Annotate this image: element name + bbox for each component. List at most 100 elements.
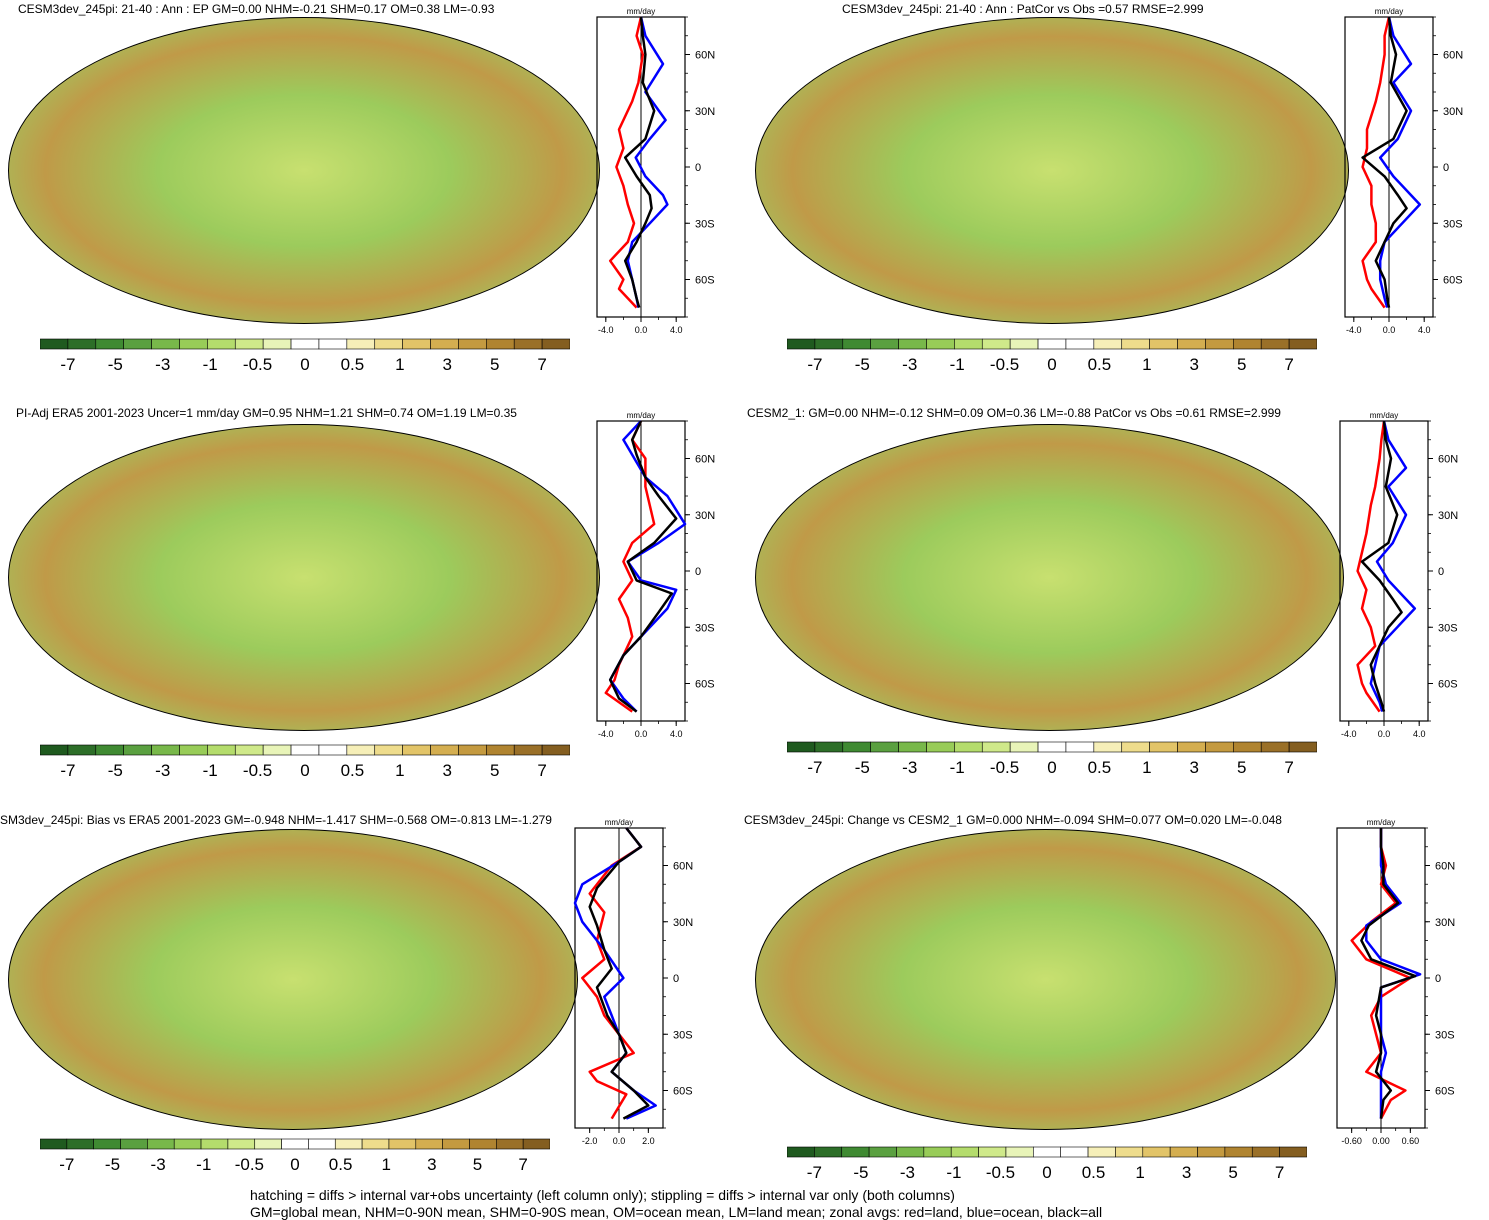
panel-title-1: CESM3dev_245pi: 21-40 : Ann : EP GM=0.00… — [18, 2, 495, 16]
colorbar-swatch — [458, 744, 487, 756]
colorbar-label: -1 — [950, 355, 965, 374]
colorbar-6: -7 -5 -3 -1 -0.5 0 0.5 1 3 5 7 — [787, 1146, 1307, 1182]
colorbar-label: -1 — [950, 758, 965, 777]
colorbar-swatch — [254, 1138, 282, 1150]
colorbar-swatch — [978, 1146, 1007, 1158]
zonal-unit-label: mm/day — [1370, 411, 1398, 420]
map-panel-2 — [755, 17, 1349, 324]
zonal-x-label: -0.60 — [1341, 1136, 1362, 1146]
colorbar-swatch — [1093, 338, 1123, 350]
colorbar-label: -7 — [60, 355, 75, 374]
colorbar-swatch — [95, 338, 124, 350]
zonal-lat-label: 30N — [695, 106, 715, 118]
colorbar-swatch — [522, 1138, 550, 1150]
colorbar-swatch — [207, 744, 236, 756]
colorbar-swatch — [541, 338, 570, 350]
colorbar-label: 0 — [1042, 1163, 1051, 1182]
colorbar-swatch — [981, 741, 1011, 753]
zonal-lat-label: 60S — [673, 1086, 693, 1098]
zonal-line-land — [1356, 420, 1386, 713]
colorbar-swatch — [1037, 741, 1067, 753]
colorbar-swatch — [234, 744, 264, 756]
colorbar-label: 7 — [1284, 758, 1293, 777]
colorbar-swatch — [334, 1138, 363, 1150]
colorbar-swatch — [1065, 741, 1095, 753]
zonal-line-land — [608, 16, 645, 309]
footer-line-1: hatching = diffs > internal var+obs unce… — [250, 1187, 955, 1203]
colorbar-label: 5 — [473, 1155, 482, 1174]
colorbar-swatch — [234, 338, 264, 350]
colorbar-swatch — [1205, 741, 1234, 753]
colorbar-swatch — [227, 1138, 256, 1150]
colorbar-swatch — [123, 744, 152, 756]
zonal-x-label: 4.0 — [1413, 729, 1426, 739]
zonal-lat-label: 30N — [1443, 106, 1463, 118]
colorbar-swatch — [346, 338, 376, 350]
panel-title-6: CESM3dev_245pi: Change vs CESM2_1 GM=0.0… — [744, 813, 1282, 827]
colorbar-swatch — [1009, 338, 1039, 350]
zonal-lat-label: 60N — [1438, 454, 1458, 466]
colorbar-swatch — [1169, 1146, 1198, 1158]
colorbar-swatch — [1288, 338, 1317, 350]
colorbar-label: -7 — [60, 761, 75, 780]
colorbar-swatch — [346, 744, 376, 756]
colorbar-swatch — [40, 744, 69, 756]
colorbar-label: -5 — [108, 355, 123, 374]
colorbar-swatch — [1009, 741, 1039, 753]
colorbar-label: 7 — [537, 761, 546, 780]
zonal-lat-label: 30S — [695, 622, 715, 634]
zonal-lat-label: 60S — [1435, 1086, 1455, 1098]
map-panel-5 — [8, 829, 578, 1130]
colorbar-swatch — [954, 338, 983, 350]
colorbar-label: -0.5 — [990, 355, 1019, 374]
colorbar-swatch — [1205, 338, 1234, 350]
zonal-x-label: -4.0 — [598, 729, 614, 739]
colorbar-swatch — [513, 744, 543, 756]
colorbar-label: 5 — [490, 761, 499, 780]
zonal-unit-label: mm/day — [605, 818, 633, 827]
colorbar-swatch — [486, 338, 515, 350]
colorbar-swatch — [1005, 1146, 1034, 1158]
colorbar-swatch — [1177, 741, 1206, 753]
colorbar-label: 5 — [1228, 1163, 1237, 1182]
colorbar-label: -3 — [151, 1155, 166, 1174]
colorbar-swatch — [787, 338, 816, 350]
zonal-x-label: 4.0 — [1418, 325, 1431, 335]
colorbar-swatch — [787, 741, 816, 753]
zonal-unit-label: mm/day — [1375, 7, 1403, 16]
colorbar-swatch — [1065, 338, 1095, 350]
colorbar-swatch — [95, 744, 124, 756]
colorbar-swatch — [926, 338, 955, 350]
colorbar-label: 0 — [1047, 758, 1056, 777]
colorbar-swatch — [374, 338, 403, 350]
zonal-line-all — [608, 420, 678, 713]
zonal-plot-6: mm/day 60N 30N 0 30S 60S -0.60 0.00 0.60 — [1336, 818, 1455, 1146]
zonal-x-label: -4.0 — [598, 325, 614, 335]
zonal-lat-label: 30N — [1435, 917, 1455, 929]
zonal-lat-label: 30S — [673, 1029, 693, 1041]
zonal-line-land — [581, 827, 643, 1120]
colorbar-label: -7 — [807, 758, 822, 777]
colorbar-swatch — [898, 338, 927, 350]
zonal-line-all — [588, 827, 650, 1120]
colorbar-label: -3 — [902, 758, 917, 777]
colorbar-swatch — [40, 1138, 68, 1150]
colorbar-label: -5 — [855, 355, 870, 374]
colorbar-swatch — [151, 338, 180, 350]
zonal-x-label: 0.0 — [1383, 325, 1396, 335]
colorbar-label: 7 — [518, 1155, 527, 1174]
zonal-unit-label: mm/day — [627, 7, 655, 16]
zonal-lat-label: 60S — [695, 679, 715, 691]
colorbar-swatch — [496, 1138, 524, 1150]
zonal-lat-label: 30N — [673, 917, 693, 929]
colorbar-swatch — [814, 1146, 843, 1158]
zonal-x-label: -4.0 — [1341, 729, 1357, 739]
colorbar-label: 0.5 — [1082, 1163, 1106, 1182]
zonal-lat-label: 60N — [1443, 50, 1463, 62]
colorbar-swatch — [442, 1138, 470, 1150]
zonal-lat-label: 30N — [1438, 510, 1458, 522]
colorbar-label: -3 — [155, 761, 170, 780]
colorbar-swatch — [1033, 1146, 1061, 1158]
colorbar-swatch — [402, 744, 431, 756]
zonal-line-ocean — [1378, 16, 1422, 308]
